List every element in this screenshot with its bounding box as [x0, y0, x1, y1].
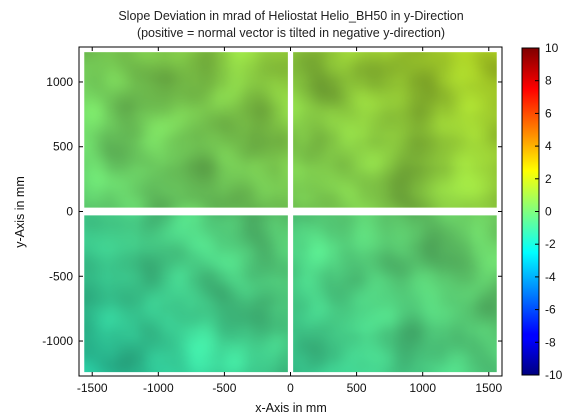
y-ticks: 1000 500 0 -500 -1000 [42, 75, 502, 348]
y-tick-label: -1000 [42, 334, 73, 348]
facet-texture-lower-right [293, 215, 497, 373]
facet-texture-upper-right [293, 52, 497, 208]
colorbar-tick-label: 4 [545, 139, 552, 153]
colorbar-tick-label: -2 [545, 237, 556, 251]
y-tick-label: 1000 [46, 75, 73, 89]
colorbar-tick-label: 0 [545, 205, 552, 219]
x-tick-label: 0 [287, 381, 294, 395]
colorbar-tick-label: 8 [545, 74, 552, 88]
y-tick-label: 0 [66, 205, 73, 219]
x-axis-label: x-Axis in mm [255, 401, 327, 415]
colorbar-tick-label: 2 [545, 172, 552, 186]
facet-texture-upper-left [84, 52, 288, 208]
y-axis-label: y-Axis in mm [13, 176, 27, 248]
colorbar-tick-label: -4 [545, 270, 556, 284]
x-ticks: -1500 -1000 -500 0 500 1000 1500 [77, 47, 502, 395]
facet-group [84, 52, 497, 373]
x-tick-label: -500 [212, 381, 236, 395]
colorbar-tick-label: -6 [545, 303, 556, 317]
x-tick-label: -1000 [143, 381, 174, 395]
y-tick-label: 500 [53, 140, 73, 154]
colorbar-tick-label: 10 [545, 41, 559, 55]
colorbar-tick-label: 6 [545, 106, 552, 120]
colorbar: 10 8 6 4 2 0 -2 -4 -6 -8 -10 [521, 41, 563, 382]
chart-subtitle: (positive = normal vector is tilted in n… [137, 26, 445, 40]
x-tick-label: 1000 [409, 381, 436, 395]
facet-texture-lower-left [84, 215, 288, 373]
y-tick-label: -500 [49, 269, 73, 283]
x-tick-label: 1500 [475, 381, 502, 395]
chart-title: Slope Deviation in mrad of Heliostat Hel… [118, 9, 463, 23]
colorbar-tick-label: -10 [545, 368, 563, 382]
colorbar-tick-label: -8 [545, 335, 556, 349]
x-tick-label: 500 [347, 381, 367, 395]
plot-area: -1500 -1000 -500 0 500 1000 1500 10005000-500-… [42, 46, 503, 395]
x-tick-label: -1500 [77, 381, 108, 395]
colorbar-ticks: 10 8 6 4 2 0 -2 -4 -6 -8 -10 [535, 41, 563, 382]
